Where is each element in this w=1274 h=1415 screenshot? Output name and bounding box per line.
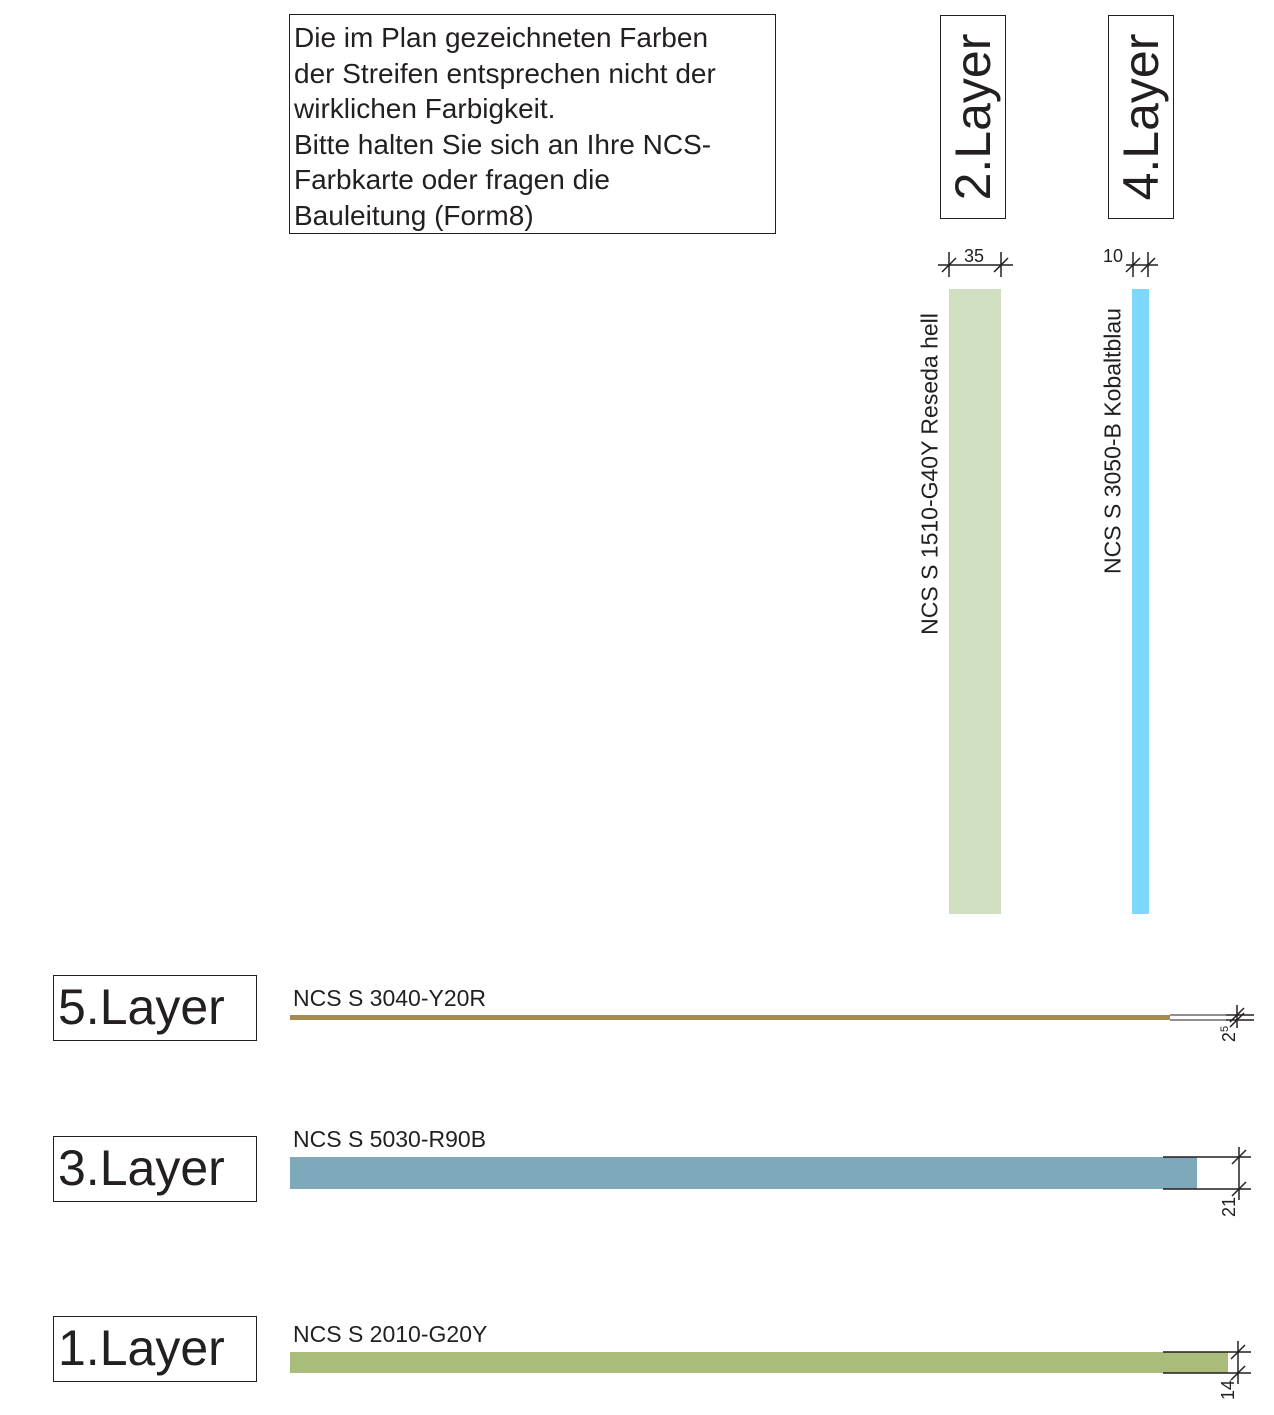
layer4-strip (1132, 289, 1149, 914)
layer5-color-code: NCS S 3040-Y20R (293, 985, 487, 1011)
layer1-strip (290, 1352, 1228, 1373)
layer3-color-code: NCS S 5030-R90B (293, 1126, 487, 1152)
layer2-label-box: 2.Layer (940, 15, 1006, 219)
note-line: Bitte halten Sie sich an Ihre NCS- (294, 128, 712, 160)
layer5-label: 5.Layer (53, 975, 257, 1041)
layer1-thickness-dimension: 14 (1218, 1379, 1238, 1401)
layer3-label: 3.Layer (53, 1136, 257, 1202)
layer1-label: 1.Layer (53, 1316, 257, 1382)
layer2-width-dimension: 35 (964, 246, 985, 266)
layer2-strip (949, 289, 1001, 914)
layer3-strip (290, 1157, 1197, 1189)
layer5-thickness-main: 2 (1219, 1032, 1239, 1043)
layer5-thickness-dimension: 25 (1219, 1025, 1239, 1043)
color-disclaimer-note: Die im Plan gezeichneten Farben der Stre… (289, 14, 776, 234)
layer1-color-code: NCS S 2010-G20Y (293, 1321, 488, 1347)
layer5-thickness-sup: 5 (1219, 1025, 1231, 1033)
note-line: Bauleitung (Form8) (294, 199, 534, 231)
layer4-label-box: 4.Layer (1108, 15, 1174, 219)
note-line: wirklichen Farbigkeit. (294, 93, 556, 125)
layer5-strip (290, 1015, 1170, 1020)
note-line: Die im Plan gezeichneten Farben (294, 22, 709, 53)
layer3-thickness-dimension: 21 (1219, 1196, 1239, 1218)
note-line: der Streifen entsprechen nicht der (294, 57, 716, 89)
layer4-width-dimension: 10 (1103, 246, 1124, 266)
note-line: Farbkarte oder fragen die (294, 164, 610, 196)
